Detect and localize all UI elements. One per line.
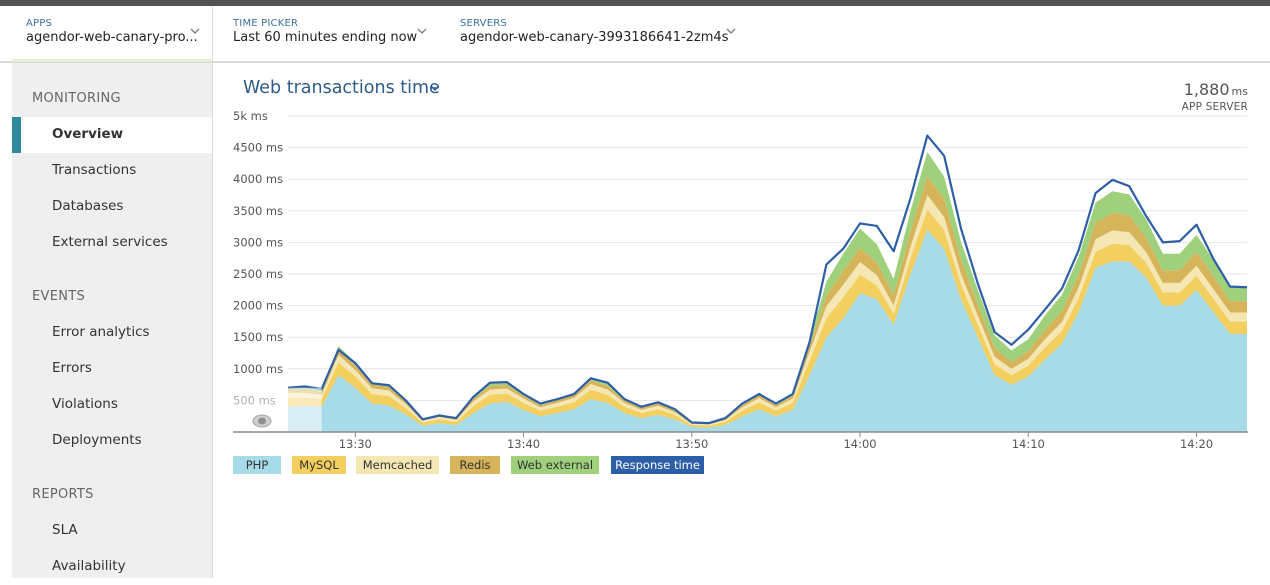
sidebar-item-label: Violations <box>52 396 118 412</box>
sidebar-item-label: Availability <box>52 558 126 574</box>
brush-handle-dot <box>258 417 266 425</box>
y-tick-label: 2000 ms <box>233 299 283 313</box>
sidebar-item-violations[interactable]: Violations <box>12 387 212 423</box>
x-tick-label: 14:10 <box>1012 437 1045 450</box>
y-tick-label: 4000 ms <box>233 172 283 186</box>
sidebar-item-label: Overview <box>52 126 124 142</box>
servers-value: agendor-web-canary-3993186641-2zm4s <box>460 30 729 45</box>
y-tick-label: 3000 ms <box>233 235 283 249</box>
sidebar-item-label: SLA <box>52 522 78 538</box>
chevron-down-icon <box>417 28 427 34</box>
y-tick-label: 4500 ms <box>233 141 283 155</box>
chevron-down-icon <box>726 28 736 34</box>
sidebar-item-availability[interactable]: Availability <box>12 549 212 585</box>
sidebar-item-deployments[interactable]: Deployments <box>12 423 212 459</box>
apps-label: APPS <box>26 18 53 29</box>
chevron-down-icon <box>190 28 200 34</box>
sidebar-section-monitoring: MONITORING <box>32 91 121 106</box>
sidebar-item-label: Databases <box>52 198 124 214</box>
time-picker[interactable]: TIME PICKER Last 60 minutes ending now <box>233 6 433 61</box>
legend-mysql[interactable]: MySQL <box>292 456 346 474</box>
area-web-external <box>288 152 1247 424</box>
time-picker-label: TIME PICKER <box>233 18 299 29</box>
sidebar-item-errors[interactable]: Errors <box>12 351 212 387</box>
area-mysql <box>288 209 1247 428</box>
servers-picker[interactable]: SERVERS agendor-web-canary-3993186641-2z… <box>460 6 760 61</box>
sidebar-item-external-services[interactable]: External services <box>12 225 212 261</box>
y-tick-label: 1000 ms <box>233 362 283 376</box>
sidebar-section-events: EVENTS <box>32 289 86 304</box>
sidebar-item-overview[interactable]: Overview <box>12 117 212 153</box>
legend-web-external[interactable]: Web external <box>511 456 599 474</box>
x-tick-label: 14:00 <box>843 437 876 450</box>
area-memcached <box>288 195 1247 426</box>
sidebar-item-databases[interactable]: Databases <box>12 189 212 225</box>
sidebar-item-error-analytics[interactable]: Error analytics <box>12 315 212 351</box>
sidebar-item-label: Errors <box>52 360 92 376</box>
line-response-time <box>287 134 1248 425</box>
apps-picker-underline <box>12 59 212 62</box>
sidebar: MONITORING Overview Transactions Databas… <box>12 63 213 578</box>
sidebar-item-label: Error analytics <box>52 324 150 340</box>
y-tick-label: 5k ms <box>233 109 268 123</box>
x-tick-label: 13:40 <box>507 437 540 450</box>
area-php <box>288 229 1247 432</box>
y-tick-label: 2500 ms <box>233 267 283 281</box>
chart-title[interactable]: Web transactions time <box>243 78 440 98</box>
sidebar-section-reports: REPORTS <box>32 487 94 502</box>
legend-memcached[interactable]: Memcached <box>356 456 439 474</box>
x-tick-label: 13:30 <box>339 437 372 450</box>
legend-redis[interactable]: Redis <box>450 456 500 474</box>
header-bar: APPS agendor-web-canary-pro... TIME PICK… <box>0 6 1270 63</box>
y-tick-label: 1500 ms <box>233 330 283 344</box>
time-picker-value: Last 60 minutes ending now <box>233 30 418 45</box>
chevron-down-icon[interactable] <box>429 83 441 93</box>
brush-overlay <box>233 387 322 432</box>
apps-picker[interactable]: APPS agendor-web-canary-pro... <box>12 6 213 61</box>
sidebar-item-transactions[interactable]: Transactions <box>12 153 212 189</box>
top-strip <box>0 0 1270 6</box>
x-tick-label: 13:50 <box>675 437 708 450</box>
summary-value: 1,880 ms <box>1184 80 1248 99</box>
area-redis <box>288 176 1247 425</box>
summary-number: 1,880 <box>1183 80 1230 99</box>
apps-value: agendor-web-canary-pro... <box>26 30 198 45</box>
legend-response-time[interactable]: Response time <box>611 456 704 474</box>
summary-label: APP SERVER <box>1181 101 1248 113</box>
legend-php[interactable]: PHP <box>233 456 281 474</box>
sidebar-item-label: Transactions <box>52 162 137 178</box>
x-tick-label: 14:20 <box>1180 437 1213 450</box>
sidebar-item-label: External services <box>52 234 168 250</box>
sidebar-item-label: Deployments <box>52 432 142 448</box>
summary-unit: ms <box>1231 85 1248 98</box>
sidebar-item-sla[interactable]: SLA <box>12 513 212 549</box>
servers-label: SERVERS <box>460 18 507 29</box>
y-tick-label: 3500 ms <box>233 204 283 218</box>
